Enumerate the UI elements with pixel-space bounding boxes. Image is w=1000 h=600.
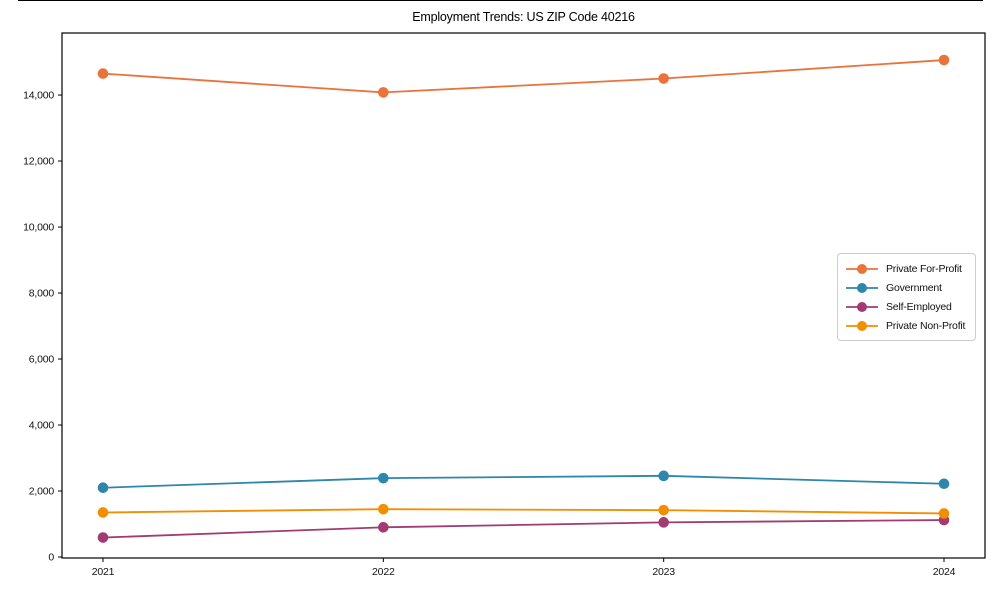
legend-label: Self-Employed: [886, 300, 952, 313]
series-line: [102, 519, 945, 539]
legend-label: Government: [886, 281, 942, 294]
x-tick-label: 2024: [933, 566, 956, 578]
legend-item: Private For-Profit: [845, 263, 968, 275]
legend-label: Private Non-Profit: [886, 319, 966, 332]
data-point-marker: [378, 522, 389, 533]
x-tick-label: 2023: [652, 566, 675, 578]
data-point-marker: [378, 87, 389, 98]
data-point-marker: [378, 503, 389, 515]
legend-item: Government: [845, 282, 968, 294]
data-point-marker: [97, 482, 109, 494]
x-tick-label: 2021: [92, 566, 115, 578]
window-top-edge: [18, 0, 983, 1]
y-tick-label: 14,000: [23, 90, 54, 102]
y-tick-label: 12,000: [23, 156, 54, 168]
data-point-marker: [658, 470, 669, 482]
data-point-marker: [97, 507, 109, 518]
y-tick-label: 10,000: [23, 222, 54, 234]
series-line: [102, 474, 945, 489]
chart-title: Employment Trends: US ZIP Code 40216: [412, 10, 635, 24]
legend: Private For-Profit Government Self-Employe…: [837, 253, 976, 341]
data-point-marker: [938, 478, 950, 490]
data-point-marker: [97, 68, 109, 79]
plot-frame: [61, 32, 986, 559]
data-point-marker: [658, 517, 669, 528]
data-point-marker: [97, 532, 109, 543]
data-point-marker: [938, 54, 950, 66]
data-point-marker: [378, 472, 389, 484]
data-point-marker: [658, 73, 669, 84]
data-point-marker: [658, 504, 669, 516]
legend-line-marker-icon: [846, 263, 878, 274]
x-tick-label: 2022: [372, 566, 395, 578]
legend-line-marker-icon: [846, 320, 878, 331]
legend-item: Private Non-Profit: [845, 320, 968, 332]
legend-item: Self-Employed: [845, 301, 968, 313]
legend-line-marker-icon: [846, 301, 878, 312]
y-tick-label: 0: [48, 552, 54, 564]
series-line: [102, 508, 945, 515]
series-line: [102, 59, 945, 94]
y-tick-label: 2,000: [29, 486, 55, 498]
legend-line-marker-icon: [846, 282, 878, 293]
y-tick-label: 8,000: [29, 288, 55, 300]
y-tick-label: 4,000: [29, 420, 55, 432]
legend-label: Private For-Profit: [886, 262, 962, 275]
data-point-marker: [938, 508, 950, 519]
y-tick-label: 6,000: [29, 354, 55, 366]
